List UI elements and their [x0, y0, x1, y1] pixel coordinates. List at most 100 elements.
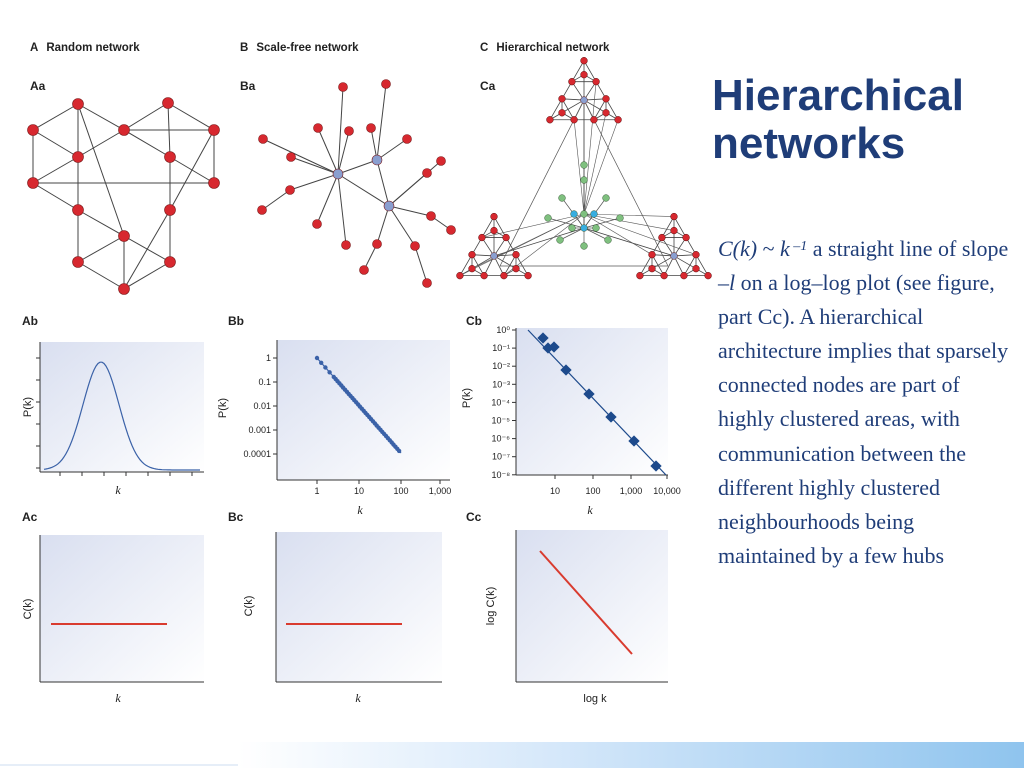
cc-x-label: log k	[583, 693, 607, 705]
network-node	[660, 271, 668, 280]
formula-ck: C(k)	[718, 236, 758, 261]
network-figure: A Random network B Scale-free network C Hie…	[22, 42, 712, 705]
network-edge	[32, 103, 79, 131]
footer-line	[0, 764, 238, 766]
bb-y-tick-label: 0.001	[248, 425, 271, 435]
network-node	[602, 109, 610, 117]
network-node	[72, 256, 84, 268]
network-edge	[583, 60, 597, 82]
network-node	[490, 212, 498, 221]
network-edge	[583, 98, 607, 101]
network-edge	[605, 98, 619, 120]
network-edge	[583, 213, 675, 231]
ab-x-label: k	[115, 483, 121, 497]
network-edge	[317, 127, 339, 175]
network-node	[580, 242, 588, 250]
network-edge	[337, 173, 390, 207]
panel-ac: k C(k)	[22, 535, 204, 705]
network-edge	[316, 173, 339, 225]
network-node	[118, 124, 130, 136]
network-node	[558, 95, 566, 103]
network-node	[670, 226, 678, 235]
gaussian-curve	[43, 361, 200, 471]
label-bc: Bc	[228, 510, 244, 524]
slide-body-text: C(k) ~ k –1 a straight line of slope –l …	[718, 232, 1014, 573]
network-node	[682, 233, 690, 242]
label-ba: Ba	[240, 79, 256, 93]
network-node	[692, 251, 700, 259]
network-edge	[493, 216, 507, 238]
network-edge	[481, 216, 495, 238]
network-edge	[363, 243, 378, 271]
network-edge	[388, 160, 442, 207]
slide-title: Hierarchical networks	[712, 71, 1012, 169]
network-node	[512, 265, 520, 273]
network-node	[332, 168, 344, 180]
network-edge	[583, 227, 609, 241]
network-edge	[661, 237, 675, 257]
bb-data-point	[314, 355, 320, 361]
network-node	[616, 214, 624, 222]
network-edge	[583, 81, 597, 215]
cb-axis-ticks: 10 100 1,000 10,000 10⁰ 10⁻¹ 10⁻² 10⁻³ 10⁻⁴ 10⁻⁵ 1…	[491, 325, 680, 496]
scale-free-network-graph	[257, 79, 456, 288]
network-node	[568, 224, 576, 232]
network-edge	[583, 99, 607, 114]
network-edge	[77, 261, 125, 290]
network-node	[704, 271, 712, 280]
network-edge	[673, 255, 697, 270]
network-edge	[583, 112, 607, 215]
network-edge	[290, 156, 339, 175]
network-edge	[583, 119, 619, 215]
bb-x-tick-label: 1	[314, 486, 319, 496]
cb-x-tick-label: 10,000	[653, 486, 681, 496]
cb-data-point	[560, 364, 572, 376]
network-node	[72, 151, 84, 163]
cb-data-point	[583, 388, 595, 400]
bb-axis-ticks: 1 10 100 1,000 1 0.1 0.01 0.001 0.0001	[243, 353, 451, 496]
network-edge	[262, 138, 339, 175]
cb-data-point	[650, 460, 662, 472]
cb-y-tick-label: 10⁰	[496, 325, 510, 335]
network-edge	[337, 130, 350, 175]
cb-y-tick-label: 10⁻³	[492, 379, 510, 389]
network-edge	[549, 98, 563, 120]
network-edge	[289, 173, 339, 191]
network-edge	[32, 129, 79, 158]
formula-k: k	[780, 236, 790, 261]
network-node	[371, 154, 383, 166]
network-node	[312, 219, 322, 229]
network-node	[27, 124, 39, 136]
cb-y-label: P(k)	[461, 388, 473, 408]
ac-y-label: C(k)	[22, 599, 34, 620]
network-node	[478, 233, 486, 242]
random-network-graph	[27, 97, 220, 295]
network-node	[285, 185, 295, 195]
network-node	[422, 168, 432, 178]
network-node	[436, 156, 446, 166]
network-edge	[583, 99, 669, 267]
network-node	[558, 194, 566, 202]
network-node	[118, 283, 130, 295]
cb-data-points	[527, 329, 667, 476]
network-edge	[167, 102, 215, 131]
footer-gradient-bar	[238, 742, 1024, 768]
network-node	[590, 210, 598, 218]
body-part-b: on a log–log plot (see figure, part Cc).…	[718, 270, 1009, 568]
bb-data-point	[327, 370, 332, 375]
network-node	[670, 212, 678, 221]
network-node	[670, 252, 678, 260]
network-node	[164, 256, 176, 268]
body-part-a: a straight line of slope	[807, 236, 1009, 261]
network-edge	[583, 227, 675, 257]
cb-x-tick-label: 1,000	[620, 486, 643, 496]
network-node	[480, 271, 488, 280]
network-node	[490, 226, 498, 235]
cb-data-point	[537, 332, 549, 344]
network-node	[558, 109, 566, 117]
label-ab: Ab	[22, 314, 38, 328]
network-node	[164, 151, 176, 163]
network-node	[580, 224, 588, 232]
network-edge	[673, 254, 697, 257]
